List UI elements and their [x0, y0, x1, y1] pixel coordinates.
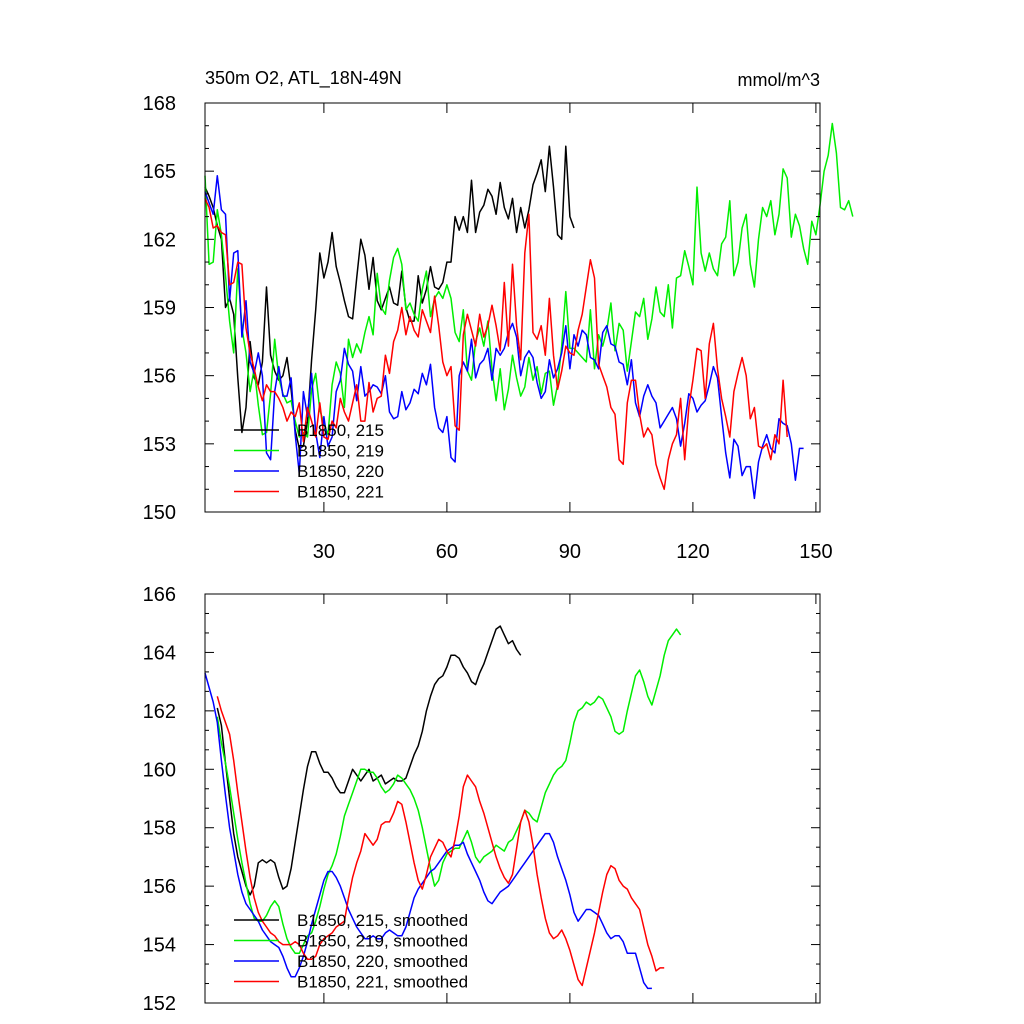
top-chart-x-tick-label: 60 — [436, 541, 458, 563]
bottom-chart-y-tick-label: 152 — [143, 993, 176, 1015]
top-chart-legend-label-3: B1850, 220 — [297, 462, 384, 481]
bottom-chart-y-tick-label: 158 — [143, 818, 176, 840]
top-chart-axis-ticks: 150 153 156 159 162 165 168 30 60 90 120 150 — [143, 93, 833, 563]
bottom-chart-y-tick-label: 164 — [143, 642, 176, 664]
top-chart-x-tick-label: 30 — [313, 541, 335, 563]
top-chart-y-tick-label: 168 — [143, 93, 176, 115]
bottom-chart-legend: B1850, 215, smoothed B1850, 219, smoothed… — [234, 911, 468, 992]
top-chart-y-tick-label: 159 — [143, 298, 176, 320]
top-chart-y-tick-label: 150 — [143, 502, 176, 524]
top-chart-series-layer — [204, 122, 854, 500]
top-chart-panel: 350m O2, ATL_18N-49N mmol/m^3 1501531561… — [143, 68, 854, 563]
top-chart-y-tick-label: 153 — [143, 434, 176, 456]
bottom-chart-y-tick-label: 156 — [143, 876, 176, 898]
bottom-chart-y-tick-label: 160 — [143, 759, 176, 781]
top-chart-y-tick-label: 165 — [143, 161, 176, 183]
bottom-chart-y-tick-label: 166 — [143, 584, 176, 606]
bottom-chart-frame — [204, 593, 821, 1004]
bottom-chart-series-line-4 — [216, 696, 665, 987]
top-chart-units: mmol/m^3 — [738, 70, 820, 90]
top-chart-x-tick-label: 120 — [676, 541, 709, 563]
bottom-chart-y-tick-label: 154 — [143, 935, 176, 957]
bottom-chart-legend-label-3: B1850, 220, smoothed — [297, 952, 468, 971]
top-chart-series-line-4 — [204, 198, 788, 491]
bottom-chart-series-line-2 — [216, 628, 682, 955]
bottom-chart-panel: 152 154 156 158 160 162 164 166 B1850, 215, smo… — [143, 584, 821, 1015]
bottom-chart-series-line-3 — [204, 672, 652, 990]
bottom-chart-series-layer — [204, 625, 682, 990]
top-chart-y-tick-label: 156 — [143, 366, 176, 388]
top-chart-legend-label-2: B1850, 219 — [297, 442, 384, 461]
top-chart-legend-label-4: B1850, 221 — [297, 483, 384, 502]
bottom-chart-legend-label-2: B1850, 219, smoothed — [297, 932, 468, 951]
bottom-chart-axis-ticks: 152 154 156 158 160 162 164 166 — [143, 584, 820, 1015]
bottom-chart-series-line-1 — [216, 625, 522, 896]
top-chart-y-tick-label: 162 — [143, 229, 176, 251]
top-chart-series-line-1 — [204, 145, 575, 450]
bottom-chart-legend-label-4: B1850, 221, smoothed — [297, 973, 468, 992]
top-chart-title: 350m O2, ATL_18N-49N — [205, 68, 402, 89]
top-chart-series-line-3 — [204, 174, 804, 500]
top-chart-x-tick-label: 150 — [799, 541, 832, 563]
top-chart-x-tick-label: 90 — [559, 541, 581, 563]
top-chart-legend-label-1: B1850, 215 — [297, 421, 384, 440]
bottom-chart-y-tick-label: 162 — [143, 701, 176, 723]
bottom-chart-legend-label-1: B1850, 215, smoothed — [297, 911, 468, 930]
